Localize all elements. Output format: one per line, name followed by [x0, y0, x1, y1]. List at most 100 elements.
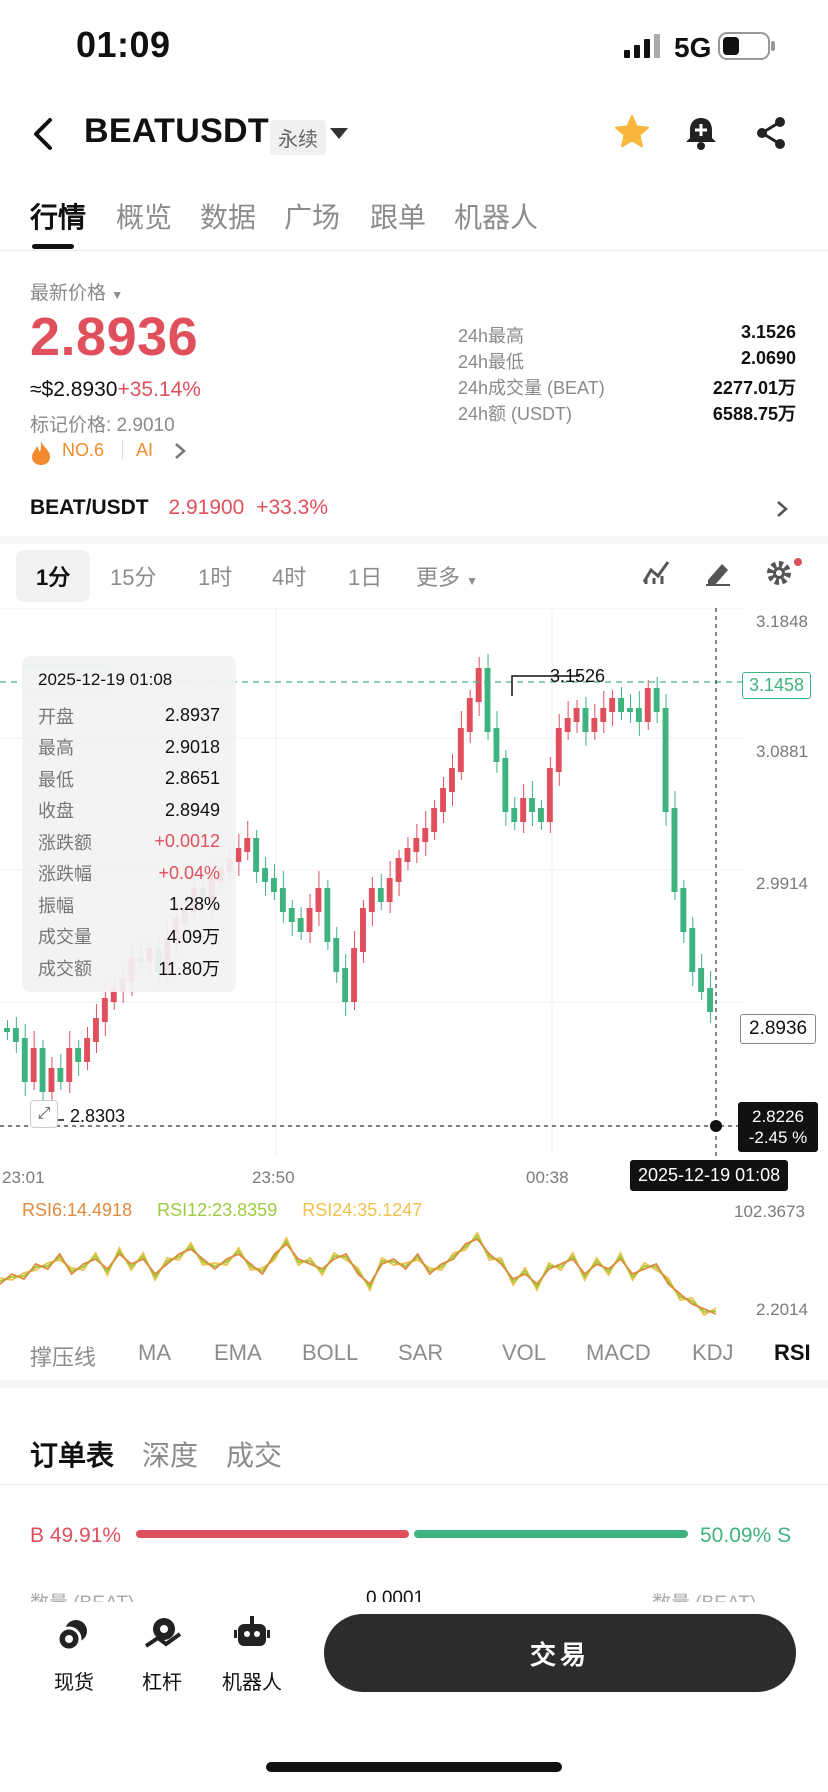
tab-copy-trade[interactable]: 跟单: [370, 202, 427, 233]
candle-body: [235, 848, 242, 862]
nav-bot-label[interactable]: 机器人: [222, 1672, 282, 1694]
candle-body: [279, 888, 286, 912]
tooltip-row: 收盘 2.8949: [38, 795, 220, 827]
candle-body: [689, 928, 696, 972]
indicator-ema[interactable]: EMA: [214, 1340, 262, 1365]
tooltip-value: 11.80万: [158, 958, 220, 979]
tab-market[interactable]: 行情: [30, 202, 87, 233]
tooltip-row: 最高 2.9018: [38, 732, 220, 764]
share-icon[interactable]: [754, 116, 788, 150]
tab-depth[interactable]: 深度: [142, 1440, 199, 1471]
candle-body: [484, 668, 491, 732]
settings-gear-icon[interactable]: [764, 556, 804, 588]
candle-body: [66, 1048, 73, 1082]
sell-ratio-label: 50.09% S: [700, 1524, 792, 1547]
back-icon[interactable]: [30, 116, 56, 152]
sector-tag[interactable]: AI: [136, 440, 154, 460]
candle-body: [662, 708, 669, 812]
indicator-kdj[interactable]: KDJ: [692, 1340, 734, 1365]
candle-body: [440, 788, 446, 812]
candle-body: [475, 668, 482, 702]
candle-body: [333, 938, 340, 972]
col-precision[interactable]: 0.0001: [366, 1588, 425, 1602]
tooltip-value: +0.04%: [158, 862, 220, 883]
home-indicator: [266, 1762, 562, 1772]
nav-margin-label[interactable]: 杠杆: [142, 1672, 182, 1694]
indicator-boll[interactable]: BOLL: [302, 1340, 359, 1365]
interval-4h[interactable]: 4时: [272, 565, 307, 590]
rank-badge[interactable]: NO.6: [62, 440, 105, 460]
candle-body: [253, 838, 260, 872]
buy-ratio-label: B 49.91%: [30, 1524, 122, 1547]
candle-body: [466, 698, 473, 732]
tab-data[interactable]: 数据: [200, 202, 257, 233]
indicator-vol[interactable]: VOL: [502, 1340, 547, 1365]
tooltip-value: 4.09万: [166, 927, 220, 948]
expand-icon[interactable]: ⤢: [30, 1100, 58, 1128]
tooltip-value: 2.8949: [164, 799, 220, 820]
cursor-price-tag: 2.8226 -2.45 %: [738, 1102, 818, 1152]
candle-body: [635, 708, 642, 722]
indicator-sar[interactable]: SAR: [398, 1340, 444, 1365]
tooltip-row: 涨跌额 +0.0012: [38, 826, 220, 858]
nav-spot-label[interactable]: 现货: [54, 1672, 94, 1694]
chevron-right-icon[interactable]: [174, 442, 186, 460]
tooltip-key: 振幅: [38, 895, 74, 916]
candle-body: [368, 888, 375, 912]
indicator-chart-icon[interactable]: [642, 560, 670, 586]
low-marker: 2.8303: [70, 1106, 126, 1126]
stat-24h-turnover: 24h额 (USDT) 6588.75万: [458, 404, 796, 424]
tab-orderbook[interactable]: 订单表: [30, 1440, 115, 1471]
interval-1m[interactable]: 1分: [16, 550, 91, 602]
usd-approx: ≈$2.8930: [30, 378, 118, 401]
candle-body: [244, 838, 251, 852]
spot-pair-row[interactable]: BEAT/USDT 2.91900 +33.3%: [30, 496, 796, 520]
robot-icon[interactable]: [234, 1616, 270, 1652]
tab-trades[interactable]: 成交: [226, 1440, 283, 1471]
candle-body: [600, 708, 607, 722]
indicator-support-resistance[interactable]: 撑压线: [30, 1345, 97, 1370]
interval-15m[interactable]: 15分: [110, 565, 157, 590]
interval-1h[interactable]: 1时: [198, 565, 233, 590]
tab-bot[interactable]: 机器人: [454, 202, 539, 233]
pair-title[interactable]: BEATUSDT: [84, 112, 269, 150]
spot-coins-icon[interactable]: [56, 1618, 90, 1652]
candle-body: [698, 968, 705, 992]
chevron-down-icon[interactable]: [330, 128, 348, 140]
indicator-macd[interactable]: MACD: [586, 1340, 651, 1365]
indicator-ma[interactable]: MA: [138, 1340, 171, 1365]
interval-more[interactable]: 更多 ▼: [416, 565, 479, 590]
contract-type-badge: 永续: [270, 120, 326, 155]
stat-24h-low: 24h最低 2.0690: [458, 348, 796, 372]
mark-price: 标记价格: 2.9010: [30, 415, 175, 436]
tooltip-key: 涨跌额: [38, 832, 92, 853]
draw-pencil-icon[interactable]: [704, 560, 732, 586]
tab-square[interactable]: 广场: [284, 202, 341, 233]
margin-icon[interactable]: [144, 1616, 182, 1652]
candle-body: [30, 1048, 37, 1082]
high-marker-line: [511, 675, 580, 696]
stat-24h-high: 24h最高 3.1526: [458, 322, 796, 346]
fire-icon: [32, 441, 50, 465]
candle-body: [395, 858, 402, 882]
trade-button[interactable]: 交易: [324, 1614, 796, 1692]
candle-body: [351, 948, 357, 1002]
candle-body: [520, 798, 527, 822]
spot-change: +33.3%: [256, 496, 329, 519]
rsi-min-label: 2.2014: [756, 1300, 808, 1319]
y-axis-label: 2.9914: [756, 874, 808, 893]
x-axis-label: 23:01: [2, 1168, 45, 1187]
tooltip-key: 最低: [38, 769, 74, 790]
col-qty-left: 数量 (BEAT): [30, 1588, 134, 1602]
alert-bell-icon[interactable]: [684, 114, 718, 152]
rsi-max-label: 102.3673: [734, 1202, 805, 1221]
candle-body: [671, 808, 678, 892]
tab-overview[interactable]: 概览: [116, 202, 173, 233]
candle-body: [555, 728, 562, 772]
indicator-rsi[interactable]: RSI: [774, 1340, 811, 1365]
star-icon[interactable]: [614, 114, 650, 150]
interval-1d[interactable]: 1日: [348, 565, 383, 590]
latest-price-label[interactable]: 最新价格 ▼: [30, 283, 124, 304]
stat-24h-volume: 24h成交量 (BEAT) 2277.01万: [458, 378, 796, 398]
chevron-right-icon[interactable]: [776, 500, 788, 518]
